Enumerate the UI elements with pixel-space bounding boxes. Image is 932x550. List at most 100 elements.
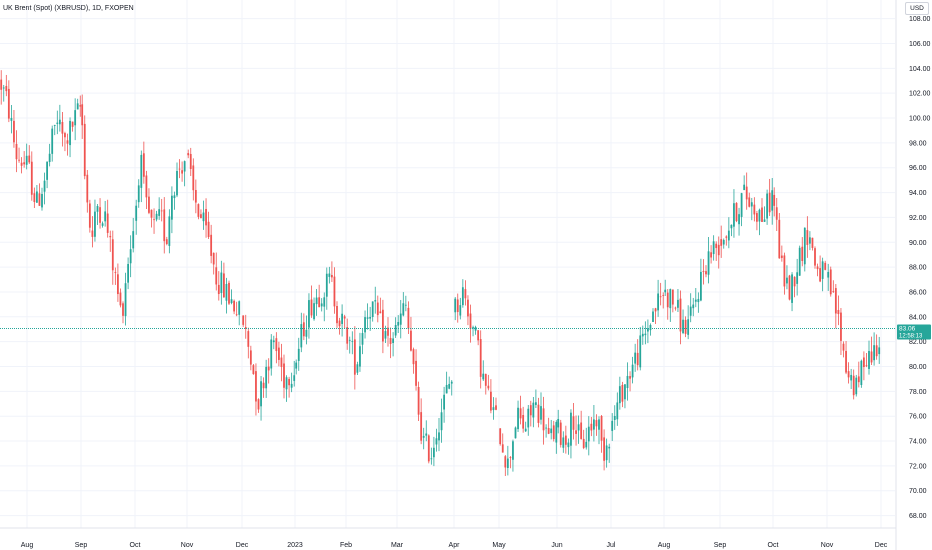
candle-body	[140, 154, 143, 188]
candle-body	[366, 317, 369, 319]
candle-body	[595, 420, 598, 427]
candle-body	[328, 273, 331, 277]
candle-body	[145, 175, 148, 198]
candle-body	[740, 193, 743, 217]
candle-body	[773, 194, 776, 206]
price-tick-label: 88.00	[909, 265, 927, 272]
time-tick-label: Oct	[768, 542, 779, 549]
candle-body	[495, 405, 497, 410]
candle-body	[689, 306, 692, 316]
candle-body	[477, 330, 480, 341]
candle-body	[570, 412, 572, 446]
candle-body	[550, 428, 553, 434]
price-tick-label: 72.00	[909, 463, 927, 470]
candle-body	[814, 248, 816, 266]
candle-body	[780, 255, 783, 258]
candle-body	[71, 121, 74, 127]
candle-body	[834, 288, 837, 314]
price-axis[interactable]: 68.00 70.00 72.00 74.00 76.00 78.00 80.00 82.00…	[909, 16, 931, 520]
candle-body	[315, 297, 318, 305]
time-tick-label: Jun	[551, 542, 562, 549]
price-tick-label: 74.00	[909, 439, 927, 446]
candle-body	[302, 322, 305, 337]
candle-body	[76, 103, 79, 110]
candle-body	[557, 419, 560, 428]
candle-body	[28, 155, 31, 163]
candle-body	[717, 244, 720, 256]
candle-body	[183, 161, 186, 172]
candle-body	[775, 207, 778, 220]
candle-body	[555, 422, 558, 443]
candle-body	[793, 276, 796, 287]
candle-body	[748, 197, 751, 207]
candle-body	[61, 121, 64, 134]
candle-body	[252, 365, 255, 375]
candle-body	[517, 407, 519, 430]
candle-body	[768, 192, 771, 213]
candle-body	[404, 304, 407, 306]
candle-body	[467, 299, 469, 317]
candle-body	[155, 213, 158, 220]
candle-body	[472, 327, 474, 329]
candle-body	[816, 266, 819, 270]
candle-body	[868, 350, 870, 369]
candle-body	[66, 140, 69, 144]
candle-body	[371, 301, 374, 318]
candle-body	[580, 422, 583, 439]
candle-body	[666, 292, 669, 308]
candle-body	[207, 221, 210, 238]
candle-body	[577, 424, 580, 431]
candle-body	[293, 375, 296, 381]
candle-body	[257, 399, 260, 410]
candle-body	[297, 348, 300, 361]
candle-body	[150, 209, 153, 218]
price-tick-label: 84.00	[909, 314, 927, 321]
candle-body	[639, 335, 642, 368]
candle-body	[275, 338, 278, 352]
candle-body	[192, 165, 195, 191]
candle-body	[603, 437, 605, 461]
candle-body	[173, 195, 176, 199]
candle-body	[38, 193, 41, 206]
candle-body	[114, 272, 117, 273]
candle-body	[325, 273, 328, 297]
candle-body	[636, 352, 639, 366]
candle-body	[524, 428, 527, 432]
candle-body	[262, 382, 265, 389]
candle-body	[582, 438, 585, 448]
candle-body	[43, 180, 46, 192]
price-tick-label: 106.00	[909, 41, 931, 48]
candle-body	[532, 402, 535, 418]
candle-body	[415, 360, 417, 386]
candle-body	[15, 143, 18, 160]
candle-body	[786, 277, 788, 284]
time-axis[interactable]: Aug Sep Oct Nov Dec 2023 Feb Mar Apr May Jun Jul Aug…	[21, 542, 888, 549]
candle-body	[641, 333, 644, 337]
currency-button[interactable]: USD	[905, 2, 929, 15]
candle-body	[700, 271, 702, 301]
candle-body	[626, 375, 629, 389]
candle-body	[36, 191, 38, 203]
time-tick-label: Jul	[607, 542, 616, 549]
candle-body	[605, 445, 608, 461]
candle-body	[733, 203, 735, 227]
candle-body	[7, 88, 10, 119]
candle-body	[506, 458, 509, 468]
candle-body	[410, 330, 412, 351]
candle-body	[171, 195, 173, 220]
price-tick-label: 100.00	[909, 116, 931, 123]
candle-body	[247, 331, 250, 347]
candle-body	[727, 230, 730, 241]
price-tick-label: 92.00	[909, 215, 927, 222]
candle-body	[422, 435, 425, 438]
candle-body	[148, 196, 150, 213]
candle-body	[353, 339, 356, 375]
candle-body	[492, 407, 495, 411]
candle-body	[336, 306, 338, 324]
candle-body	[158, 209, 161, 216]
time-tick-label: May	[492, 542, 506, 549]
candle-body	[469, 313, 472, 329]
candle-body	[644, 333, 647, 336]
candle-body	[542, 408, 545, 431]
